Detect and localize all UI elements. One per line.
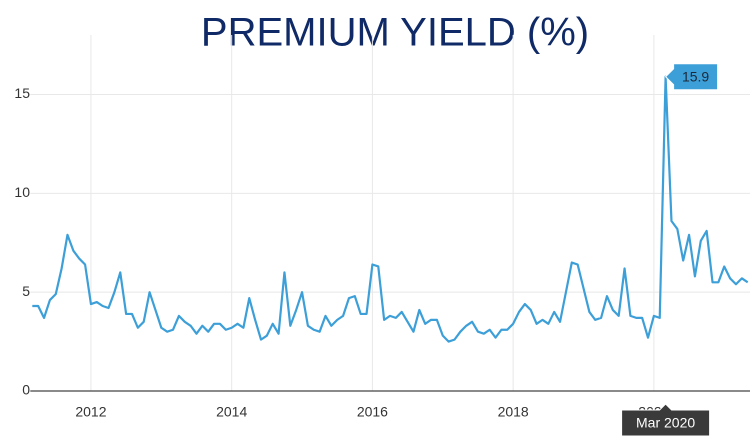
line (32, 75, 749, 343)
x-tick-label: 2018 (498, 404, 529, 420)
x-tick-label: 2014 (216, 404, 247, 420)
chart-title: PREMIUM YIELD (%) (201, 11, 589, 55)
hover-value-label: 15.9 (682, 68, 709, 84)
hover-x-label: Mar 2020 (636, 415, 695, 431)
hover-x-box (621, 403, 711, 436)
hover-value-box (664, 63, 719, 91)
hover-value: 15.9 (664, 63, 719, 91)
y-tick-label: 5 (22, 283, 30, 299)
x-tick-label: 2016 (357, 404, 388, 420)
y-tick-label: 15 (14, 85, 30, 101)
y-tick-label: 10 (14, 184, 30, 200)
x-tick-label: 2012 (75, 404, 106, 420)
y-tick-label: 0 (22, 382, 30, 398)
hover-x: Mar 2020 (621, 403, 711, 436)
